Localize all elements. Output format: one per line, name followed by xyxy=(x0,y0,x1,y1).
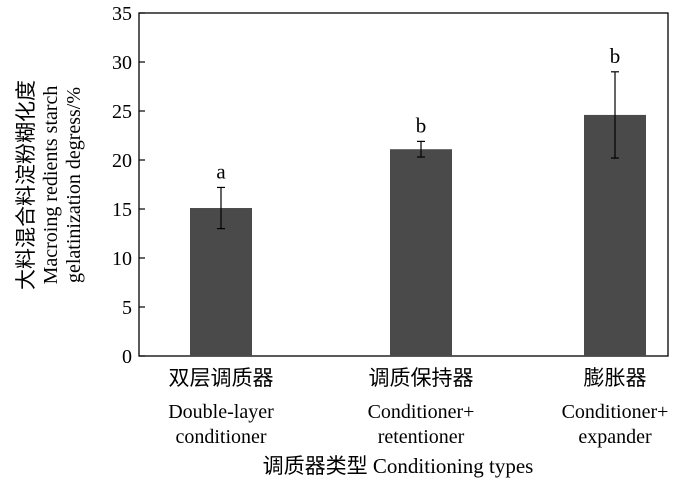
x-category-label-en-line1: Conditioner+ xyxy=(368,401,475,423)
y-axis-title-zh: 大料混合料淀粉糊化度 xyxy=(14,80,38,290)
significance-label: b xyxy=(416,113,427,137)
y-tick-label: 0 xyxy=(122,346,132,368)
significance-label: a xyxy=(216,159,226,183)
y-tick-label: 25 xyxy=(112,101,132,123)
y-axis-title-en-line1: Macroing redients starch xyxy=(40,86,62,285)
x-category-label-zh: 膨胀器 xyxy=(584,366,647,390)
y-axis-title: 大料混合料淀粉糊化度 Macroing redients starch gelati… xyxy=(14,80,85,290)
y-tick-label: 30 xyxy=(112,52,132,74)
y-tick-label: 20 xyxy=(112,150,132,172)
x-category-label-zh: 双层调质器 xyxy=(169,366,274,390)
labels: 双层调质器 Double-layer conditioner 调质保持器 Conditi… xyxy=(14,80,668,478)
y-tick-label: 10 xyxy=(112,248,132,270)
x-category-label-en-line2: retentioner xyxy=(378,426,465,448)
significance-label: b xyxy=(610,44,621,68)
x-category-label-en-line1: Conditioner+ xyxy=(562,401,669,423)
x-axis-title: 调质器类型 Conditioning types xyxy=(263,454,534,478)
bars: a b b xyxy=(190,44,646,356)
y-tick-label: 5 xyxy=(122,297,132,319)
bar xyxy=(190,208,252,356)
bar xyxy=(390,149,452,356)
x-category-label-en-line1: Double-layer xyxy=(168,401,274,423)
x-category-label-zh: 调质保持器 xyxy=(369,366,474,390)
x-category-label-en-line2: expander xyxy=(578,426,652,448)
y-axis-title-en-line2: gelatinization degress/% xyxy=(63,87,85,283)
x-category-label-en-line2: conditioner xyxy=(175,426,266,448)
y-tick-label: 15 xyxy=(112,199,132,221)
y-tick-label: 35 xyxy=(112,3,132,25)
